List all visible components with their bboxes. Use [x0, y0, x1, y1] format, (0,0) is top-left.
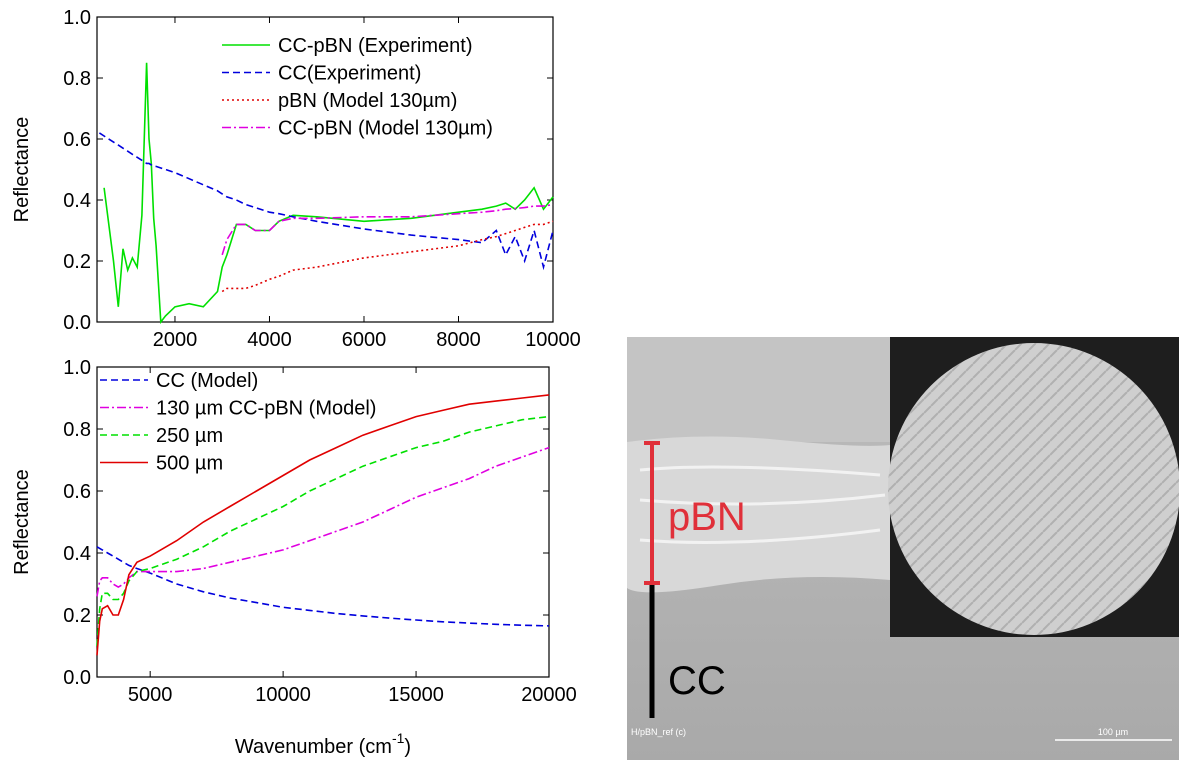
y-tick-label: 1.0 [63, 7, 91, 29]
series-line [96, 546, 550, 627]
series-line [103, 62, 554, 325]
y-tick-label: 0.2 [63, 605, 91, 627]
plot-frame [96, 366, 550, 678]
inset-disc [888, 343, 1179, 635]
legend-label: 130 µm CC-pBN (Model) [156, 398, 376, 420]
y-tick-label: 0.6 [63, 129, 91, 151]
x-tick-label: 6000 [342, 329, 387, 351]
series-line [221, 220, 554, 293]
y-tick-label: 0.4 [63, 190, 91, 212]
x-axis-label: Wavenumber (cm-1) [235, 730, 411, 758]
x-axis-label-part: -1 [392, 730, 405, 746]
legend-label: 500 µm [156, 453, 223, 475]
legend-label: CC-pBN (Model 130µm) [278, 118, 493, 140]
pbn-label: pBN [668, 495, 746, 539]
legend-label: CC (Model) [156, 370, 258, 392]
caption: H/pBN_ref (c) [631, 727, 686, 737]
legend-label: CC(Experiment) [278, 63, 421, 85]
x-tick-label: 2000 [153, 329, 198, 351]
y-tick-label: 0.4 [63, 543, 91, 565]
series-line [96, 394, 550, 656]
cc-label: CC [668, 659, 726, 703]
series-line [98, 132, 554, 268]
pbn-layer [627, 436, 890, 593]
legend-label: pBN (Model 130µm) [278, 90, 457, 112]
legend-label: 250 µm [156, 425, 223, 447]
y-tick-label: 0.0 [63, 312, 91, 334]
y-axis-label: Reflectance [11, 117, 33, 223]
sem-top [627, 337, 890, 442]
x-tick-label: 8000 [436, 329, 481, 351]
x-tick-label: 10000 [255, 684, 311, 706]
x-tick-label: 10000 [525, 329, 581, 351]
y-tick-label: 0.8 [63, 419, 91, 441]
y-tick-label: 0.8 [63, 68, 91, 90]
x-axis-label-part: ) [404, 736, 411, 758]
x-tick-label: 5000 [128, 684, 173, 706]
y-tick-label: 0.2 [63, 251, 91, 273]
y-tick-label: 0.6 [63, 481, 91, 503]
x-axis-label-part: Wavenumber (cm [235, 736, 392, 758]
series-line [96, 415, 550, 647]
series-line [96, 446, 550, 597]
y-axis-label: Reflectance [11, 469, 33, 575]
scale-label: 100 µm [1098, 727, 1128, 737]
x-tick-label: 20000 [521, 684, 577, 706]
y-tick-label: 0.0 [63, 667, 91, 689]
x-tick-label: 4000 [247, 329, 292, 351]
y-tick-label: 1.0 [63, 357, 91, 379]
series-line [221, 203, 554, 256]
legend-label: CC-pBN (Experiment) [278, 35, 472, 57]
x-tick-label: 15000 [388, 684, 444, 706]
micrograph: pBN CC H/pBN_ref (c) 100 µm [627, 337, 1179, 760]
layer-texture [639, 465, 886, 544]
plot-frame [96, 16, 554, 323]
